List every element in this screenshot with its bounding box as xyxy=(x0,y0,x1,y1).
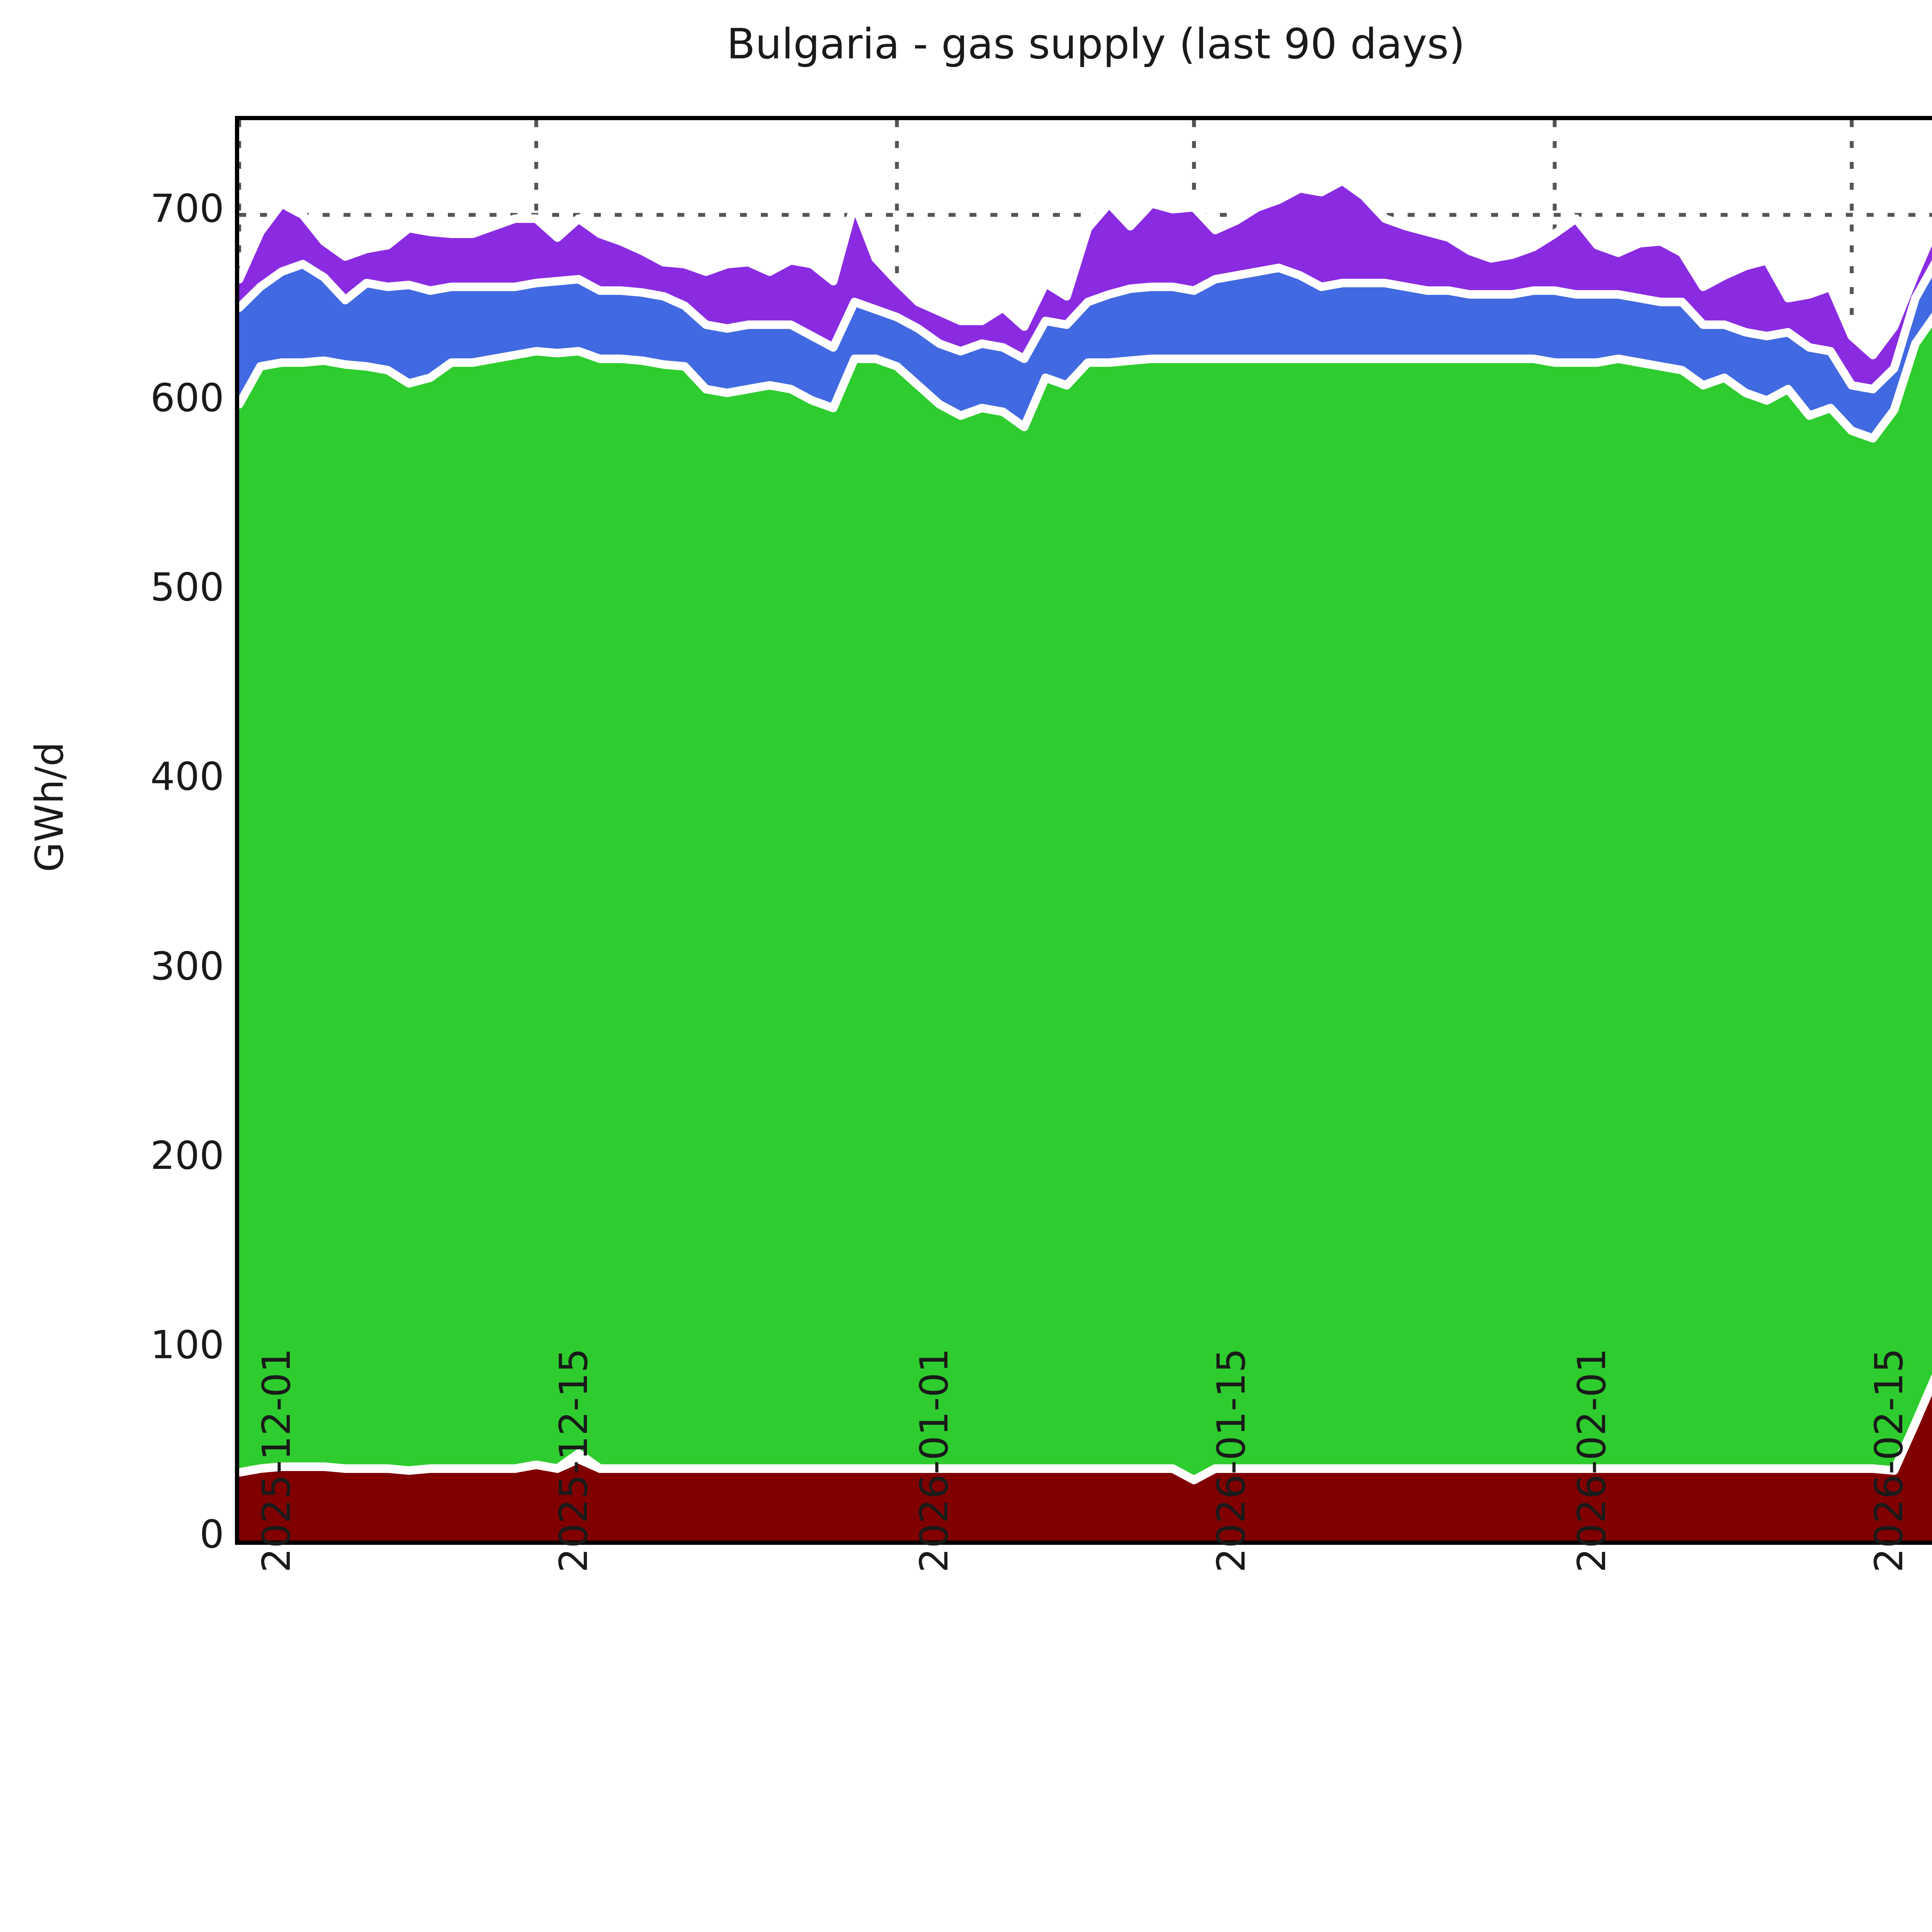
y-tick-label: 100 xyxy=(150,1322,224,1367)
y-tick-label: 700 xyxy=(150,186,224,231)
x-tick-label: 2026-02-01 xyxy=(1569,1348,1615,1573)
y-axis-tick-labels: 0 100 200 300 400 500 600 700 xyxy=(46,0,224,1554)
plot-area xyxy=(235,116,1932,1545)
x-tick-label: 2026-02-15 xyxy=(1866,1348,1912,1573)
y-tick-label: 600 xyxy=(150,375,224,421)
x-tick-label: 2025-12-15 xyxy=(551,1348,596,1573)
y-tick-label: 400 xyxy=(150,754,224,799)
stacked-area-plot xyxy=(239,120,1932,1541)
x-tick-label: 2026-01-01 xyxy=(912,1348,957,1573)
page-title: Bulgaria - gas supply (last 90 days) xyxy=(726,20,1465,68)
y-tick-label: 500 xyxy=(150,565,224,610)
y-tick-label: 200 xyxy=(150,1133,224,1178)
x-axis-tick-labels: 2025-12-01 2025-12-15 2026-01-01 2026-01-15… xyxy=(0,1348,1932,1932)
x-tick-label: 2025-12-01 xyxy=(254,1348,299,1573)
y-tick-label: 0 xyxy=(199,1512,224,1557)
y-tick-label: 300 xyxy=(150,943,224,989)
x-tick-label: 2026-01-15 xyxy=(1209,1348,1254,1573)
